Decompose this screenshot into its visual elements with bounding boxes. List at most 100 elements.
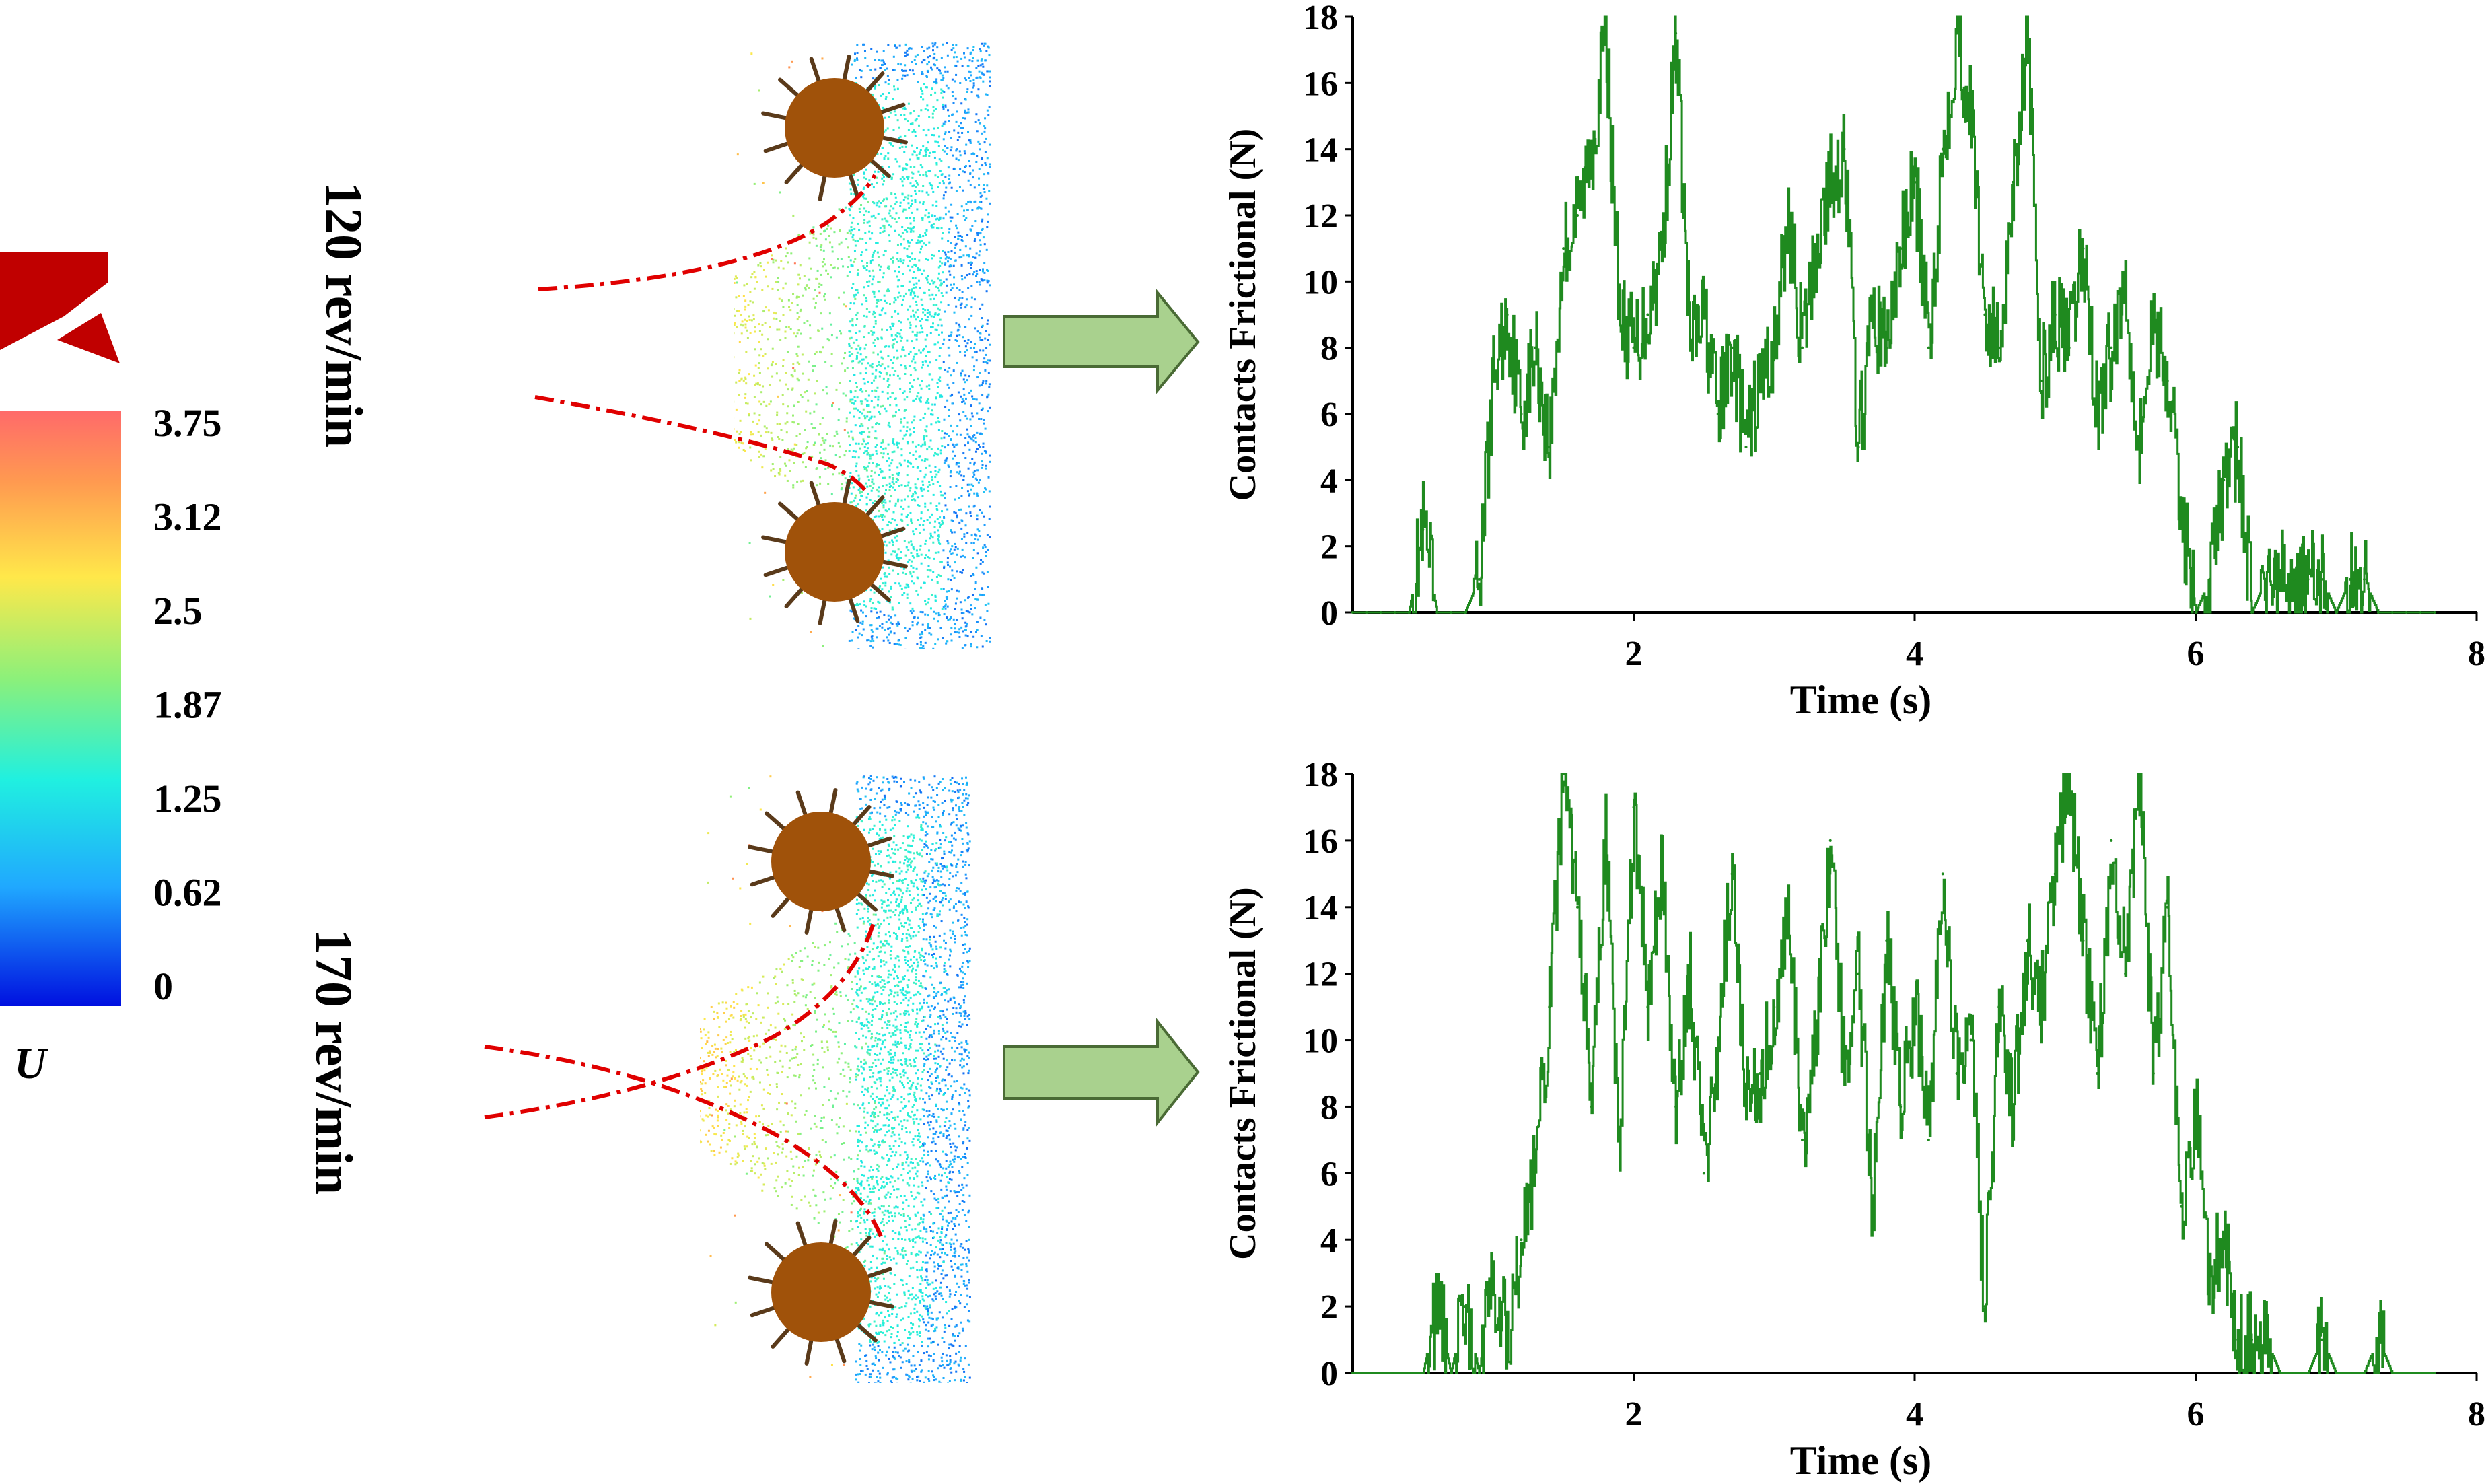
data-point xyxy=(2306,577,2310,581)
data-point xyxy=(2110,346,2113,349)
data-point xyxy=(2335,611,2338,614)
data-point xyxy=(1702,1172,1705,1175)
speed-label-120: 120 rev/min xyxy=(315,182,374,448)
data-point xyxy=(1646,1005,1649,1009)
data-point xyxy=(2180,511,2183,515)
data-point xyxy=(1590,1105,1593,1108)
data-point xyxy=(2236,446,2240,449)
data-point xyxy=(2166,905,2169,909)
colorbar-tick-label: 2.5 xyxy=(153,589,203,633)
data-point xyxy=(2335,1372,2338,1374)
data-point xyxy=(1435,611,1439,614)
data-point xyxy=(1730,346,1734,349)
data-point xyxy=(1660,872,1664,876)
x-tick-label: 4 xyxy=(1906,635,1923,673)
data-point xyxy=(1814,1038,1818,1042)
data-point xyxy=(2082,247,2085,250)
data-point xyxy=(2292,577,2296,581)
data-point xyxy=(1674,32,1678,35)
friction-chart-120: Contacts Frictional (N) Time (s) 0 2 4 6 8 10… xyxy=(1222,0,2485,722)
data-point xyxy=(1520,413,1523,415)
data-point xyxy=(2208,1271,2211,1275)
data-point xyxy=(2194,611,2197,614)
data-point xyxy=(1590,147,1593,151)
data-point xyxy=(1365,1372,1368,1374)
data-point xyxy=(2250,611,2253,614)
data-point xyxy=(2376,1338,2380,1341)
data-point xyxy=(1787,905,1790,909)
data-point xyxy=(2138,773,2141,775)
data-point xyxy=(1716,413,1719,415)
data-point xyxy=(1632,806,1635,809)
data-point xyxy=(2138,446,2141,449)
data-point xyxy=(1955,1072,1958,1075)
data-point xyxy=(2222,479,2226,482)
data-point xyxy=(1843,147,1846,151)
data-point xyxy=(1562,247,1565,250)
x-tick-label: 6 xyxy=(2187,1395,2205,1434)
data-point xyxy=(2433,611,2436,614)
data-point xyxy=(1534,1172,1537,1175)
data-point xyxy=(1941,147,1944,151)
data-point xyxy=(2405,611,2408,614)
friction-chart-170: Contacts Frictional (N) Time (s) 0 2 4 6 8 10… xyxy=(1222,756,2485,1483)
data-point xyxy=(1520,1238,1523,1242)
data-point xyxy=(1801,1138,1804,1141)
series-line xyxy=(1353,15,2435,614)
data-point xyxy=(2363,1372,2366,1374)
data-point xyxy=(1450,611,1453,614)
data-point xyxy=(1379,611,1382,614)
data-point xyxy=(1899,247,1903,250)
speed-label-170: 170 rev/min xyxy=(305,929,363,1195)
y-tick-label: 18 xyxy=(1303,0,1338,37)
data-point xyxy=(2012,1105,2015,1108)
data-point xyxy=(2320,1338,2324,1341)
data-point xyxy=(2349,1372,2352,1374)
y-tick-label: 10 xyxy=(1303,1022,1338,1061)
data-point xyxy=(2264,1338,2267,1341)
data-point xyxy=(1548,446,1551,449)
y-tick-label: 18 xyxy=(1303,756,1338,794)
x-tick-label: 2 xyxy=(1625,1395,1643,1434)
colorbar xyxy=(0,411,121,1006)
colorbar-tick-label: 1.25 xyxy=(153,777,222,820)
data-point xyxy=(1576,905,1579,909)
x-tick-label: 8 xyxy=(2468,635,2485,673)
data-point xyxy=(1379,1372,1382,1374)
colorbar-tick-label: 1.87 xyxy=(153,683,222,727)
data-point xyxy=(1450,1372,1453,1374)
data-point xyxy=(1857,972,1860,975)
data-point xyxy=(1562,773,1565,775)
data-point xyxy=(2026,939,2028,942)
y-tick-label: 14 xyxy=(1303,889,1338,927)
data-point xyxy=(1899,1105,1903,1108)
data-point xyxy=(2194,1105,2197,1108)
data-point xyxy=(2222,1238,2226,1242)
y-tick-label: 8 xyxy=(1320,330,1338,368)
data-point xyxy=(2390,1372,2394,1374)
colorbar-tick-label: 3.12 xyxy=(153,495,222,539)
data-point xyxy=(2096,413,2099,415)
roller-upper xyxy=(761,55,908,201)
data-point xyxy=(1885,346,1888,349)
y-tick-label: 6 xyxy=(1320,1155,1338,1193)
data-point xyxy=(2039,1005,2043,1009)
data-point xyxy=(2124,972,2127,975)
data-point xyxy=(1351,611,1354,614)
data-point xyxy=(2096,1072,2099,1075)
data-point xyxy=(2053,872,2057,876)
arrow-right-120 xyxy=(1003,289,1200,394)
data-point xyxy=(1421,528,1425,532)
data-point xyxy=(2306,1372,2310,1374)
data-point xyxy=(1773,1005,1776,1009)
data-point xyxy=(1421,1372,1425,1374)
data-point xyxy=(1351,1372,1354,1374)
colorbar-tick-labels: 3.75 3.12 2.5 1.87 1.25 0.62 0 xyxy=(153,401,222,1008)
data-point xyxy=(1913,180,1916,184)
data-point xyxy=(1618,1138,1621,1141)
data-point xyxy=(2349,577,2352,581)
data-point xyxy=(1773,346,1776,349)
roller-body xyxy=(771,812,871,911)
data-point xyxy=(1646,313,1649,316)
data-point xyxy=(1660,247,1664,250)
